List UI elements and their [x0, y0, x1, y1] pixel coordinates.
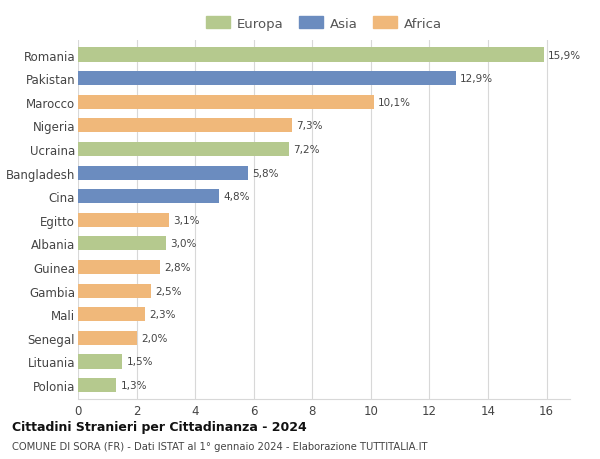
Text: 15,9%: 15,9% [548, 50, 581, 61]
Text: 12,9%: 12,9% [460, 74, 493, 84]
Bar [78, 237, 166, 251]
Bar [78, 48, 544, 62]
Legend: Europa, Asia, Africa: Europa, Asia, Africa [206, 17, 442, 31]
Text: Cittadini Stranieri per Cittadinanza - 2024: Cittadini Stranieri per Cittadinanza - 2… [12, 420, 307, 433]
Text: 10,1%: 10,1% [378, 98, 411, 107]
Text: 2,0%: 2,0% [141, 333, 167, 343]
Text: 3,0%: 3,0% [170, 239, 197, 249]
Bar [78, 213, 169, 227]
Text: 7,2%: 7,2% [293, 145, 320, 155]
Bar [78, 308, 145, 322]
Bar [78, 260, 160, 274]
Bar [78, 72, 456, 86]
Bar [78, 95, 374, 110]
Bar [78, 119, 292, 133]
Text: 3,1%: 3,1% [173, 215, 200, 225]
Text: 7,3%: 7,3% [296, 121, 323, 131]
Text: 2,5%: 2,5% [155, 286, 182, 296]
Text: 1,3%: 1,3% [121, 380, 147, 390]
Bar [78, 378, 116, 392]
Bar [78, 143, 289, 157]
Text: 5,8%: 5,8% [252, 168, 279, 178]
Bar [78, 190, 218, 204]
Text: 4,8%: 4,8% [223, 192, 250, 202]
Bar [78, 166, 248, 180]
Text: 2,3%: 2,3% [150, 309, 176, 319]
Bar [78, 284, 151, 298]
Bar [78, 331, 137, 345]
Text: 1,5%: 1,5% [127, 357, 153, 367]
Text: COMUNE DI SORA (FR) - Dati ISTAT al 1° gennaio 2024 - Elaborazione TUTTITALIA.IT: COMUNE DI SORA (FR) - Dati ISTAT al 1° g… [12, 441, 427, 451]
Text: 2,8%: 2,8% [164, 263, 191, 273]
Bar [78, 354, 122, 369]
